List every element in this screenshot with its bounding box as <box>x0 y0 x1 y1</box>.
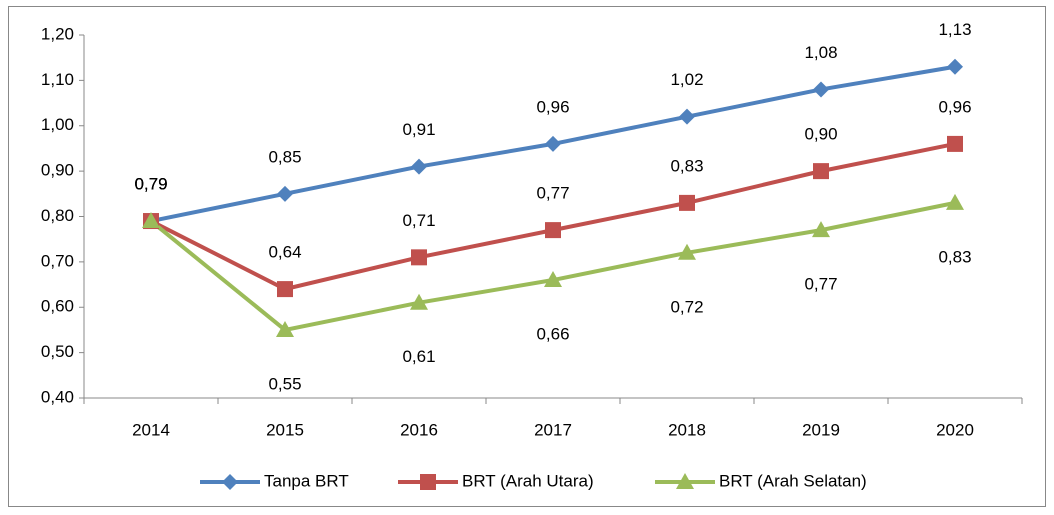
chart-frame <box>8 6 1046 507</box>
data-label: 0,79 <box>134 175 167 194</box>
y-tick-label: 0,90 <box>41 161 74 180</box>
x-tick-label: 2014 <box>132 420 170 439</box>
data-point <box>813 163 829 180</box>
data-point <box>545 135 561 152</box>
legend-label: BRT (Arah Utara) <box>462 471 594 490</box>
data-point <box>544 271 562 288</box>
legend-marker <box>420 474 436 490</box>
data-label: 0,72 <box>670 297 703 316</box>
data-point <box>678 243 696 260</box>
data-label: 0,71 <box>402 211 435 230</box>
data-label: 0,83 <box>938 247 971 266</box>
legend-label: Tanpa BRT <box>264 471 349 490</box>
data-point <box>946 193 964 210</box>
data-label: 0,91 <box>402 120 435 139</box>
data-point <box>947 135 963 152</box>
data-label: 0,83 <box>670 156 703 175</box>
data-point <box>410 293 428 310</box>
data-point <box>411 158 427 175</box>
data-label: 0,96 <box>536 97 569 116</box>
data-point <box>947 58 963 75</box>
data-label: 0,64 <box>268 243 301 262</box>
x-tick-label: 2015 <box>266 420 304 439</box>
data-label: 1,13 <box>938 20 971 39</box>
data-point <box>277 281 293 298</box>
legend-marker <box>222 474 238 490</box>
data-label: 0,90 <box>804 125 837 144</box>
legend-marker <box>676 473 694 489</box>
y-tick-label: 1,20 <box>41 24 74 43</box>
x-tick-label: 2018 <box>668 420 706 439</box>
data-point <box>411 249 427 266</box>
y-tick-label: 0,70 <box>41 251 74 270</box>
x-tick-label: 2019 <box>802 420 840 439</box>
data-point <box>276 320 294 337</box>
y-tick-label: 0,50 <box>41 342 74 361</box>
data-label: 0,79 <box>134 175 167 194</box>
y-tick-label: 1,00 <box>41 115 74 134</box>
data-point <box>679 194 695 211</box>
data-label: 0,77 <box>804 275 837 294</box>
data-label: 0,66 <box>536 325 569 344</box>
y-tick-label: 0,40 <box>41 387 74 406</box>
data-label: 0,85 <box>268 147 301 166</box>
data-point <box>545 222 561 239</box>
y-tick-label: 0,80 <box>41 206 74 225</box>
x-tick-label: 2016 <box>400 420 438 439</box>
data-point <box>142 212 160 229</box>
data-point <box>277 185 293 202</box>
data-point <box>679 108 695 125</box>
data-label: 1,02 <box>670 70 703 89</box>
data-label: 0,96 <box>938 97 971 116</box>
data-label: 0,77 <box>536 184 569 203</box>
data-point <box>813 81 829 98</box>
x-tick-label: 2017 <box>534 420 572 439</box>
data-label: 0,55 <box>268 374 301 393</box>
x-tick-label: 2020 <box>936 420 974 439</box>
data-label: 0,61 <box>402 347 435 366</box>
data-label: 0,79 <box>134 175 167 194</box>
data-point <box>812 221 830 238</box>
legend-label: BRT (Arah Selatan) <box>719 471 867 490</box>
y-tick-label: 1,10 <box>41 70 74 89</box>
data-label: 1,08 <box>804 43 837 62</box>
y-tick-label: 0,60 <box>41 297 74 316</box>
